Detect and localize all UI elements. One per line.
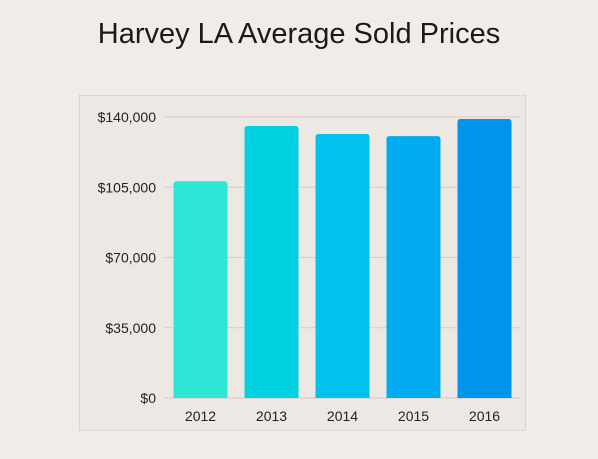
x-tick-label: 2012 [185, 408, 216, 424]
x-tick-label: 2016 [469, 408, 500, 424]
bar-2013 [244, 126, 299, 399]
bar-2012 [173, 181, 228, 398]
bar-2016 [457, 119, 512, 398]
y-tick-label: $105,000 [98, 179, 157, 195]
y-tick-label: $140,000 [98, 109, 157, 125]
bar-2015 [386, 136, 441, 398]
chart-panel [79, 95, 526, 431]
x-tick-label: 2015 [398, 408, 429, 424]
y-axis-ticks: $0 $35,000 $70,000 $105,000 $140,000 [98, 109, 157, 406]
x-tick-label: 2014 [327, 408, 358, 424]
page-title: Harvey LA Average Sold Prices [97, 18, 501, 50]
x-tick-label: 2013 [256, 408, 287, 424]
y-tick-label: $0 [140, 390, 156, 406]
y-tick-label: $35,000 [105, 320, 156, 336]
x-axis-ticks: 2012 2013 2014 2015 2016 [185, 408, 500, 424]
bar-2014 [315, 134, 370, 398]
y-tick-label: $70,000 [105, 250, 156, 266]
bars [173, 119, 512, 399]
